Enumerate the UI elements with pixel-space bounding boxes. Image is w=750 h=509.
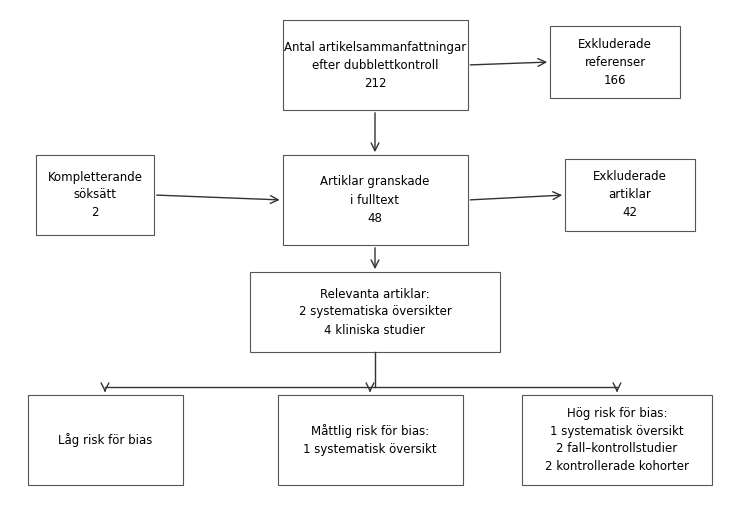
Text: Hög risk för bias:
1 systematisk översikt
2 fall–kontrollstudier
2 kontrollerade: Hög risk för bias: 1 systematisk översik… xyxy=(545,407,689,473)
Text: Måttlig risk för bias:
1 systematisk översikt: Måttlig risk för bias: 1 systematisk öve… xyxy=(303,424,436,456)
Text: Exkluderade
artiklar
42: Exkluderade artiklar 42 xyxy=(593,171,667,219)
Bar xyxy=(522,395,712,485)
Text: Relevanta artiklar:
2 systematiska översikter
4 kliniska studier: Relevanta artiklar: 2 systematiska övers… xyxy=(298,288,452,336)
Bar xyxy=(283,155,467,245)
Bar xyxy=(550,26,680,98)
Bar xyxy=(283,20,467,110)
Bar xyxy=(250,272,500,352)
Bar xyxy=(36,155,154,235)
Text: Låg risk för bias: Låg risk för bias xyxy=(58,433,152,447)
Bar xyxy=(565,159,695,231)
Bar xyxy=(278,395,463,485)
Bar xyxy=(28,395,182,485)
Text: Kompletterande
söksätt
2: Kompletterande söksätt 2 xyxy=(47,171,142,219)
Text: Antal artikelsammanfattningar
efter dubblettkontroll
212: Antal artikelsammanfattningar efter dubb… xyxy=(284,41,466,90)
Text: Artiklar granskade
i fulltext
48: Artiklar granskade i fulltext 48 xyxy=(320,176,430,224)
Text: Exkluderade
referenser
166: Exkluderade referenser 166 xyxy=(578,38,652,87)
